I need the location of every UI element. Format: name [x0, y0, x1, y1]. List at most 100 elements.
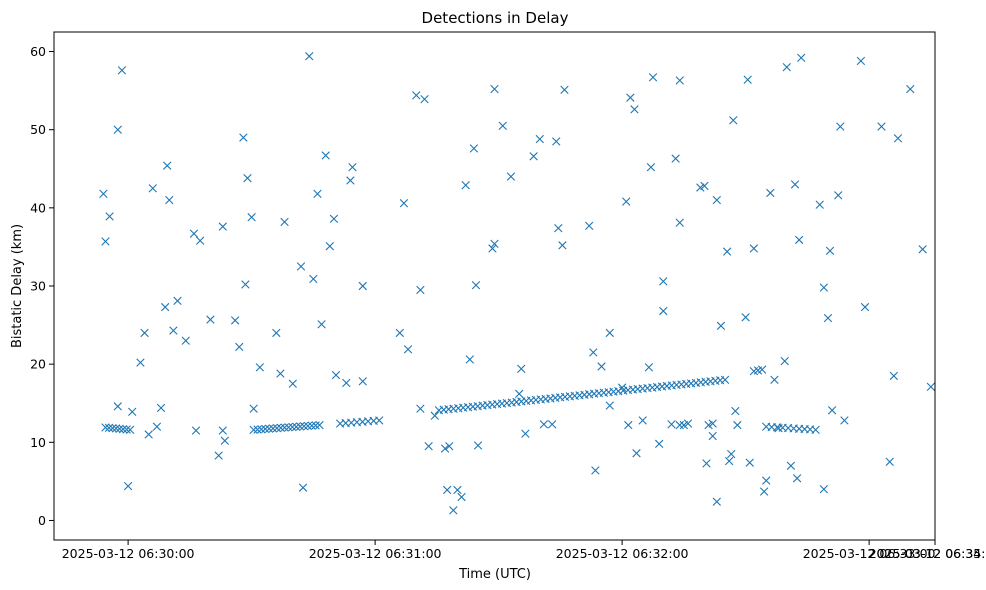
detection-point — [797, 53, 806, 62]
detection-point — [517, 364, 526, 374]
detection-point — [280, 217, 289, 227]
detection-point — [893, 134, 903, 143]
detection-point — [889, 371, 899, 381]
detection-point — [442, 485, 452, 495]
detection-point — [272, 328, 281, 338]
detection-point — [288, 379, 297, 388]
detection-point — [700, 181, 709, 191]
y-axis-label: Bistatic Delay (km) — [10, 224, 25, 348]
detection-point — [218, 222, 227, 231]
detection-point — [206, 315, 215, 324]
detection-point — [552, 137, 561, 146]
detection-point — [819, 485, 829, 494]
detection-point — [292, 422, 301, 431]
detection-point — [622, 197, 631, 206]
detection-point — [856, 56, 866, 66]
detection-point — [782, 62, 791, 72]
detection-point — [115, 424, 124, 433]
detection-point — [648, 73, 658, 82]
detection-point — [122, 425, 131, 434]
detection-point — [759, 487, 769, 496]
detection-point — [299, 422, 309, 431]
detection-point — [144, 430, 153, 439]
detection-point — [261, 424, 270, 434]
detection-point — [181, 336, 190, 345]
detection-point — [195, 236, 205, 245]
detection-point — [605, 401, 614, 410]
detection-point — [675, 218, 684, 227]
detection-point — [465, 355, 474, 364]
detection-point — [632, 449, 641, 458]
detection-point — [243, 173, 252, 183]
detection-point — [101, 423, 110, 432]
detection-point — [722, 247, 732, 256]
detection-point — [671, 154, 680, 163]
detection-point — [675, 420, 684, 430]
detection-point — [113, 402, 122, 411]
y-tick-label: 10 — [30, 435, 46, 450]
x-tick-label: 2025-03-12 06:33:00 — [803, 546, 936, 561]
detection-point — [490, 84, 499, 94]
detection-point — [305, 52, 314, 61]
detection-point — [118, 424, 128, 434]
detection-point — [420, 95, 429, 104]
detection-point — [521, 429, 530, 438]
detection-point — [597, 362, 606, 371]
detection-point — [836, 122, 845, 131]
detection-point — [276, 423, 285, 433]
data-points — [99, 52, 936, 515]
detection-point — [539, 420, 549, 429]
detection-point — [792, 474, 802, 483]
detection-point — [473, 441, 483, 450]
detection-point — [99, 189, 108, 198]
detection-point — [708, 419, 717, 428]
detection-point — [247, 213, 256, 222]
detection-point — [105, 212, 114, 221]
detection-point — [683, 419, 693, 428]
y-tick-label: 50 — [30, 122, 46, 137]
detection-point — [218, 426, 227, 435]
detection-point — [720, 375, 730, 384]
detection-point — [498, 121, 507, 130]
y-tick-label: 0 — [38, 513, 46, 528]
detection-point — [558, 241, 567, 250]
detection-point — [731, 406, 740, 416]
detection-point — [757, 365, 767, 374]
detection-point — [906, 84, 915, 94]
detection-point — [440, 444, 450, 453]
detection-point — [584, 221, 594, 231]
detection-point — [113, 125, 122, 134]
detection-point — [630, 105, 639, 114]
detection-point — [453, 485, 462, 495]
detection-point — [189, 229, 199, 238]
detection-point — [403, 345, 413, 354]
x-tick-label: 2025-03-12 06:31:00 — [309, 546, 442, 561]
detection-point — [358, 377, 367, 386]
detection-point — [591, 466, 600, 475]
detection-point — [296, 262, 306, 271]
chart-title: Detections in Delay — [422, 9, 569, 27]
detection-point — [840, 416, 849, 425]
detection-point — [108, 423, 117, 433]
detection-point — [152, 422, 162, 431]
detection-point — [348, 163, 357, 172]
detection-point — [346, 176, 355, 185]
detection-point — [342, 378, 351, 388]
detection-point — [745, 458, 754, 467]
detection-point — [825, 246, 835, 256]
detection-point — [173, 296, 182, 306]
detection-point — [128, 407, 137, 417]
detection-point — [560, 85, 569, 95]
detection-point — [708, 431, 717, 441]
detection-point — [241, 280, 250, 289]
detection-point — [253, 425, 262, 434]
detection-point — [659, 277, 668, 286]
x-tick-label: 2025-03-12 06:32:00 — [556, 546, 689, 561]
detection-point — [311, 421, 320, 430]
y-tick-label: 40 — [30, 200, 46, 215]
detection-point — [430, 411, 439, 420]
detection-point — [239, 133, 248, 142]
detection-point — [605, 328, 614, 338]
detection-point — [264, 424, 274, 433]
detection-point — [325, 241, 335, 251]
